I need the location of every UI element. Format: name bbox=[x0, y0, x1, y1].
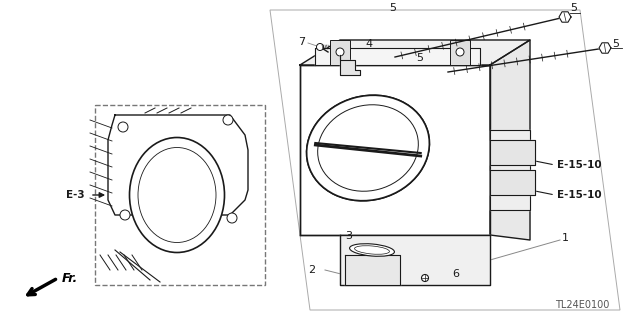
Text: 3: 3 bbox=[345, 231, 352, 241]
Text: E-15-10: E-15-10 bbox=[557, 190, 602, 200]
Ellipse shape bbox=[223, 115, 233, 125]
Text: 5: 5 bbox=[612, 39, 619, 49]
Polygon shape bbox=[340, 55, 360, 75]
Polygon shape bbox=[108, 115, 248, 215]
Ellipse shape bbox=[422, 275, 429, 281]
Polygon shape bbox=[490, 130, 530, 210]
Text: 4: 4 bbox=[365, 39, 372, 49]
Ellipse shape bbox=[336, 48, 344, 56]
Text: 6: 6 bbox=[452, 269, 459, 279]
Text: 5: 5 bbox=[417, 53, 424, 63]
Ellipse shape bbox=[307, 95, 429, 201]
Text: TL24E0100: TL24E0100 bbox=[555, 300, 609, 310]
Text: 5: 5 bbox=[390, 3, 397, 13]
Text: E-15-10: E-15-10 bbox=[557, 160, 602, 170]
Polygon shape bbox=[490, 170, 535, 195]
Polygon shape bbox=[345, 255, 400, 285]
Text: Fr.: Fr. bbox=[62, 271, 78, 285]
Polygon shape bbox=[559, 12, 571, 22]
Ellipse shape bbox=[307, 95, 429, 201]
Polygon shape bbox=[490, 140, 535, 165]
Ellipse shape bbox=[129, 137, 225, 253]
Text: 1: 1 bbox=[562, 233, 569, 243]
Text: 7: 7 bbox=[298, 37, 305, 47]
Ellipse shape bbox=[118, 122, 128, 132]
Polygon shape bbox=[315, 48, 480, 65]
Bar bbox=[95, 105, 265, 285]
Ellipse shape bbox=[456, 48, 464, 56]
Polygon shape bbox=[599, 43, 611, 53]
FancyBboxPatch shape bbox=[300, 65, 490, 235]
Text: 2: 2 bbox=[308, 265, 315, 275]
Polygon shape bbox=[300, 40, 530, 65]
Polygon shape bbox=[340, 235, 490, 285]
Polygon shape bbox=[270, 10, 620, 310]
Text: 5: 5 bbox=[570, 3, 577, 13]
Ellipse shape bbox=[227, 213, 237, 223]
Ellipse shape bbox=[120, 210, 130, 220]
Bar bbox=[450, 40, 470, 65]
Text: E-3: E-3 bbox=[67, 190, 85, 200]
Bar bbox=[330, 40, 350, 65]
Polygon shape bbox=[490, 40, 530, 240]
Ellipse shape bbox=[349, 244, 394, 256]
Ellipse shape bbox=[317, 43, 323, 50]
